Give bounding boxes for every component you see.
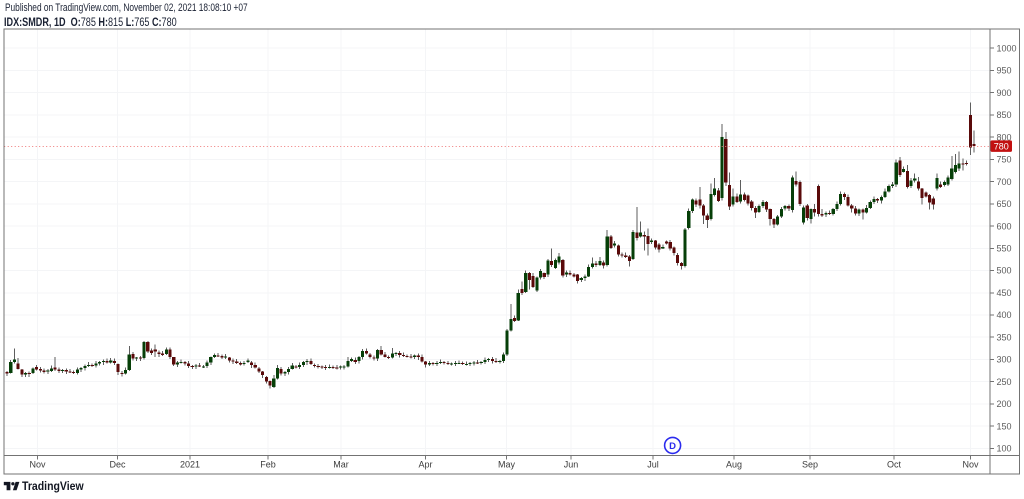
svg-text:650: 650 [997,199,1012,209]
svg-text:850: 850 [997,110,1012,120]
svg-text:Nov: Nov [962,459,979,469]
svg-text:Nov: Nov [29,459,46,469]
svg-text:D: D [669,441,676,452]
svg-text:May: May [498,459,516,469]
svg-text:500: 500 [997,266,1012,276]
svg-text:1000: 1000 [997,43,1017,53]
svg-text:550: 550 [997,243,1012,253]
svg-text:200: 200 [997,399,1012,409]
svg-text:Dec: Dec [109,459,126,469]
svg-text:Apr: Apr [418,459,432,469]
svg-text:Sep: Sep [802,459,818,469]
svg-text:780: 780 [994,141,1009,151]
svg-text:100: 100 [997,444,1012,454]
svg-text:Jul: Jul [647,459,659,469]
svg-text:Oct: Oct [887,459,902,469]
svg-text:300: 300 [997,355,1012,365]
svg-text:450: 450 [997,288,1012,298]
svg-text:Mar: Mar [333,459,349,469]
svg-text:950: 950 [997,66,1012,76]
svg-text:600: 600 [997,221,1012,231]
svg-text:2021: 2021 [180,459,200,469]
svg-text:700: 700 [997,177,1012,187]
svg-text:Aug: Aug [726,459,742,469]
svg-text:900: 900 [997,88,1012,98]
svg-text:Feb: Feb [260,459,276,469]
svg-text:750: 750 [997,155,1012,165]
svg-text:Jun: Jun [564,459,579,469]
svg-text:800: 800 [997,132,1012,142]
svg-text:350: 350 [997,332,1012,342]
svg-text:400: 400 [997,310,1012,320]
svg-text:250: 250 [997,377,1012,387]
svg-text:150: 150 [997,421,1012,431]
